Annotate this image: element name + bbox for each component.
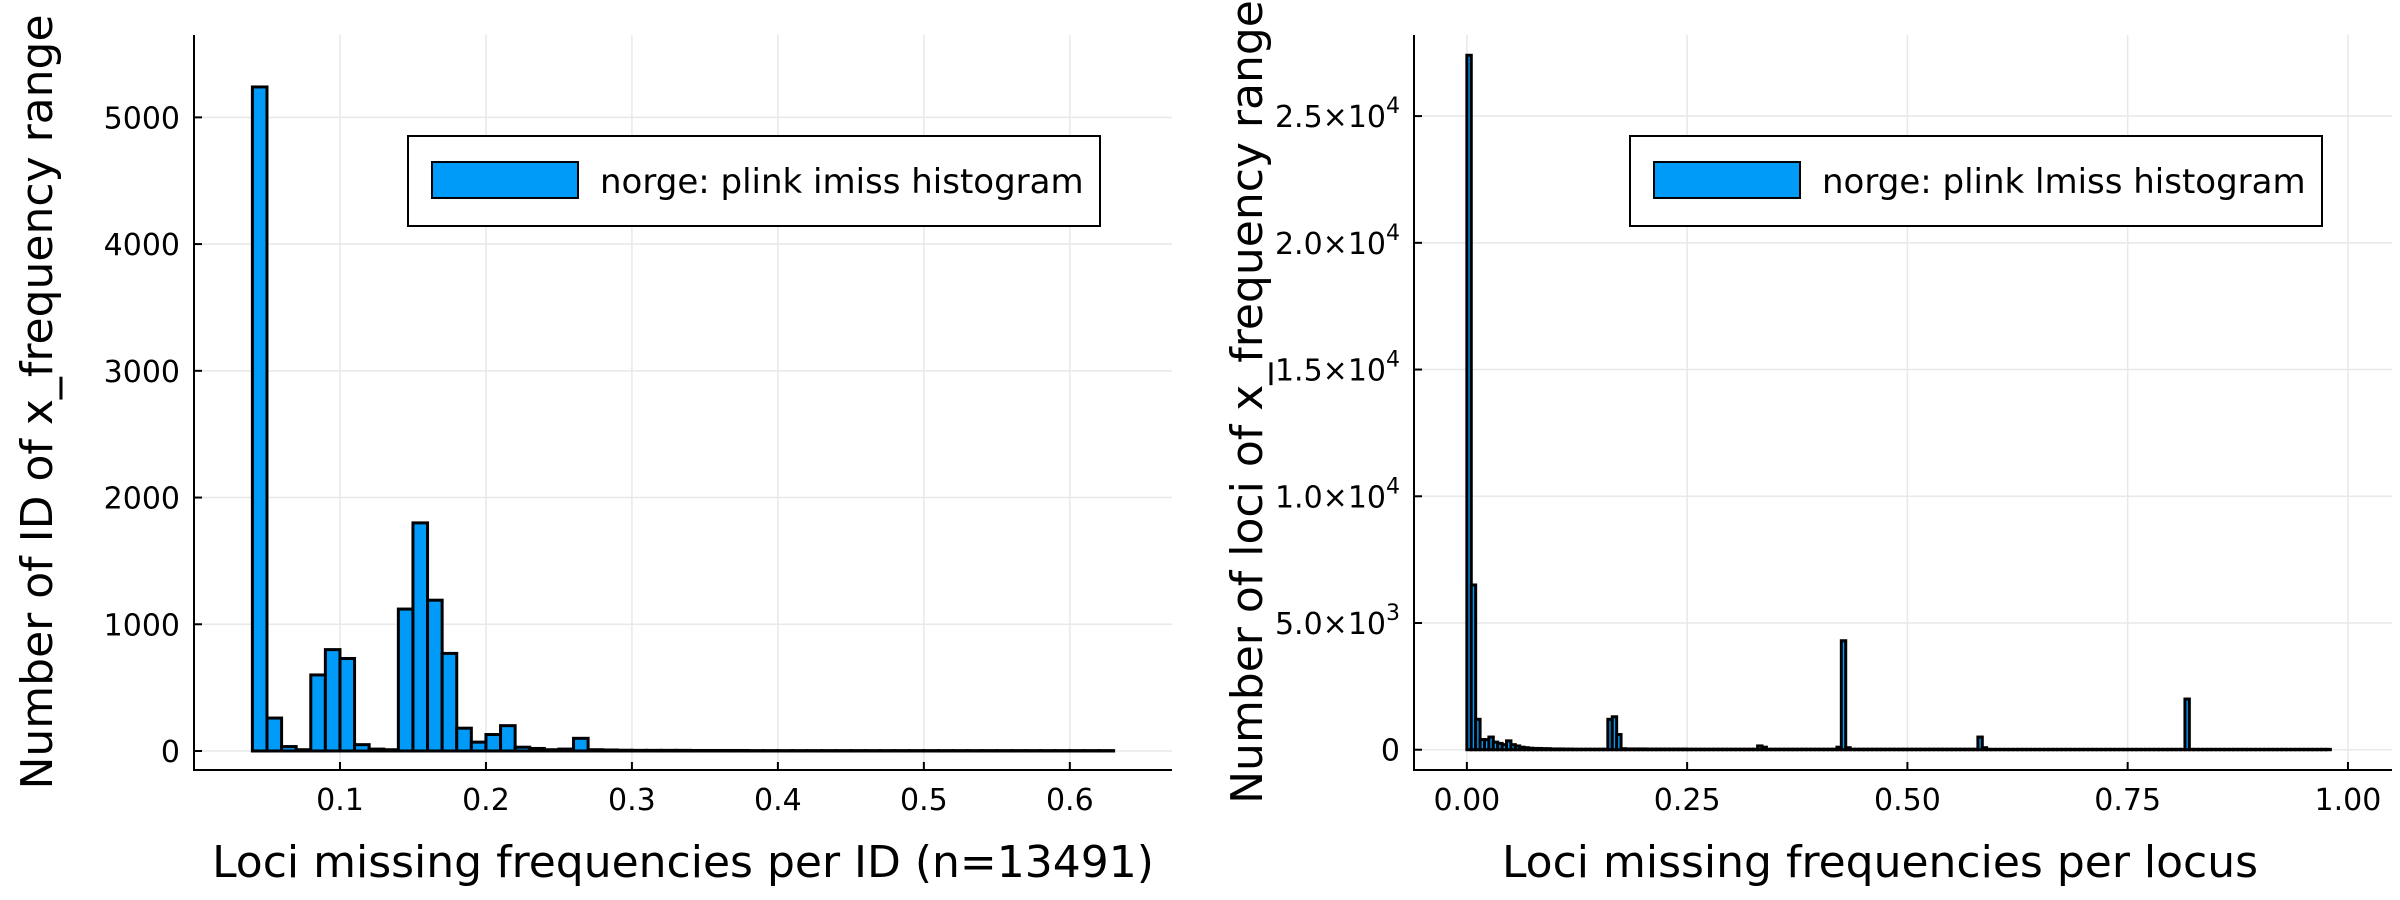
imiss-x-tick-label: 0.3: [608, 783, 656, 818]
imiss-x-tick-label: 0.5: [900, 783, 948, 818]
lmiss-y-tick-label: 2.5×104: [1275, 94, 1400, 135]
lmiss-y-tick-exponent: 4: [1386, 474, 1400, 499]
imiss-histogram-bar: [703, 748, 721, 753]
imiss-y-tick-label: 4000: [104, 228, 180, 263]
imiss-histogram-bar: [396, 607, 415, 753]
imiss-histogram-bar: [717, 748, 736, 753]
imiss-y-tick-label: 1000: [104, 608, 180, 643]
lmiss-legend-swatch: [1653, 161, 1801, 199]
lmiss-y-tick-label: 5.0×103: [1275, 601, 1400, 642]
imiss-histogram-bar: [601, 748, 619, 753]
lmiss-y-tick-exponent: 4: [1386, 348, 1400, 373]
imiss-histogram-bar: [732, 748, 751, 753]
imiss-histogram-bar: [484, 733, 503, 753]
imiss-histogram-bar: [528, 746, 546, 753]
imiss-histogram-bar: [542, 748, 561, 753]
imiss-axes: [193, 35, 1172, 771]
lmiss-x-tick-label: 0.75: [2094, 783, 2161, 818]
imiss-histogram-bar: [426, 598, 444, 753]
lmiss-histogram-bar: [1615, 733, 1623, 752]
imiss-y-tick-label: 5000: [104, 101, 180, 136]
imiss-x-tick-label: 0.4: [754, 783, 802, 818]
lmiss-y-tick-exponent: 4: [1386, 94, 1400, 119]
imiss-x-tick-label: 0.6: [1046, 783, 1094, 818]
imiss-y-tick-label: 3000: [104, 355, 180, 390]
lmiss-histogram-bar: [1474, 717, 1482, 752]
imiss-histogram-bar: [440, 651, 459, 753]
imiss-histogram-bar: [572, 736, 590, 753]
lmiss-bars: [1465, 53, 2332, 752]
imiss-histogram-bar: [309, 673, 327, 753]
lmiss-y-tick-exponent: 3: [1386, 601, 1400, 626]
lmiss-y-tick-base: 2.5×10: [1275, 100, 1386, 135]
imiss-x-ticks: 0.1 0.2 0.3 0.4 0.5 0.6: [316, 762, 1094, 818]
imiss-histogram-panel: 0.1 0.2 0.3 0.4 0.5 0.6 0 1000 2000 3000 4000 5000…: [12, 14, 1172, 888]
lmiss-y-tick-base: 2.0×10: [1275, 227, 1386, 262]
imiss-y-tick-label: 0: [161, 735, 180, 770]
imiss-y-tick-label: 2000: [104, 482, 180, 517]
lmiss-histogram-bar: [2183, 697, 2191, 752]
imiss-histogram-bar: [586, 748, 605, 753]
imiss-legend-label: norge: plink imiss histogram: [600, 162, 1084, 202]
imiss-histogram-bar: [280, 745, 298, 753]
imiss-x-axis-label: Loci missing frequencies per ID (n=13491…: [212, 837, 1154, 888]
imiss-histogram-bar: [455, 726, 473, 753]
lmiss-y-tick-label: 1.0×104: [1275, 474, 1400, 515]
imiss-x-tick-label: 0.1: [316, 783, 364, 818]
imiss-histogram-bar: [265, 716, 284, 753]
lmiss-y-tick-label: 0: [1381, 734, 1400, 769]
imiss-histogram-bar: [557, 747, 576, 753]
lmiss-y-tick-base: 1.0×10: [1275, 480, 1386, 515]
imiss-histogram-bar: [250, 85, 269, 753]
imiss-histogram-bar: [688, 748, 707, 753]
lmiss-histogram-bar: [1839, 639, 1848, 752]
lmiss-x-tick-label: 0.50: [1874, 783, 1941, 818]
lmiss-x-tick-label: 1.00: [2315, 783, 2382, 818]
imiss-histogram-bar: [499, 724, 517, 753]
lmiss-histogram-bar: [1469, 583, 1478, 752]
imiss-histogram-bar: [411, 521, 430, 753]
lmiss-y-tick-exponent: 4: [1386, 221, 1400, 246]
lmiss-x-tick-label: 0.00: [1433, 783, 1500, 818]
imiss-x-tick-label: 0.2: [462, 783, 510, 818]
imiss-histogram-bar: [674, 748, 692, 753]
imiss-histogram-bar: [630, 748, 649, 753]
imiss-histogram-bar: [338, 656, 357, 753]
imiss-y-ticks: 0 1000 2000 3000 4000 5000: [104, 101, 202, 770]
lmiss-y-tick-base: 1.5×10: [1275, 354, 1386, 389]
imiss-histogram-bar: [323, 648, 342, 753]
imiss-y-axis-label: Number of ID of x_frequency range: [12, 14, 63, 789]
lmiss-legend-label: norge: plink lmiss histogram: [1822, 162, 2306, 202]
lmiss-histogram-bar: [1465, 53, 1473, 752]
lmiss-x-tick-label: 0.25: [1654, 783, 1721, 818]
imiss-histogram-bar: [382, 748, 400, 753]
imiss-histogram-bar: [294, 748, 313, 753]
lmiss-y-tick-label: 2.0×104: [1275, 221, 1400, 262]
imiss-legend: norge: plink imiss histogram: [407, 135, 1101, 227]
lmiss-y-tick-base: 5.0×10: [1275, 607, 1386, 642]
lmiss-histogram-panel: 0.00 0.25 0.50 0.75 1.00 05.0×1031.0×1041.5×…: [1222, 0, 2392, 888]
lmiss-x-axis-label: Loci missing frequencies per locus: [1502, 837, 2258, 888]
lmiss-axes: [1413, 35, 2392, 771]
imiss-histogram-bar: [469, 740, 488, 753]
lmiss-y-axis-label: Number of loci of x_frequency range: [1222, 0, 1273, 804]
imiss-histogram-bar: [353, 743, 371, 753]
imiss-histogram-bar: [367, 747, 386, 753]
imiss-bars: [250, 85, 1116, 753]
imiss-histogram-bar: [659, 748, 678, 753]
lmiss-x-ticks: 0.00 0.25 0.50 0.75 1.00: [1433, 762, 2381, 818]
lmiss-legend: norge: plink lmiss histogram: [1629, 135, 2323, 227]
imiss-histogram-bar: [513, 745, 532, 753]
imiss-legend-swatch: [431, 161, 579, 199]
lmiss-histogram-bar: [1976, 735, 1984, 752]
imiss-histogram-bar: [615, 748, 634, 753]
imiss-histogram-bar: [645, 748, 663, 753]
lmiss-y-tick-label: 1.5×104: [1275, 348, 1400, 389]
